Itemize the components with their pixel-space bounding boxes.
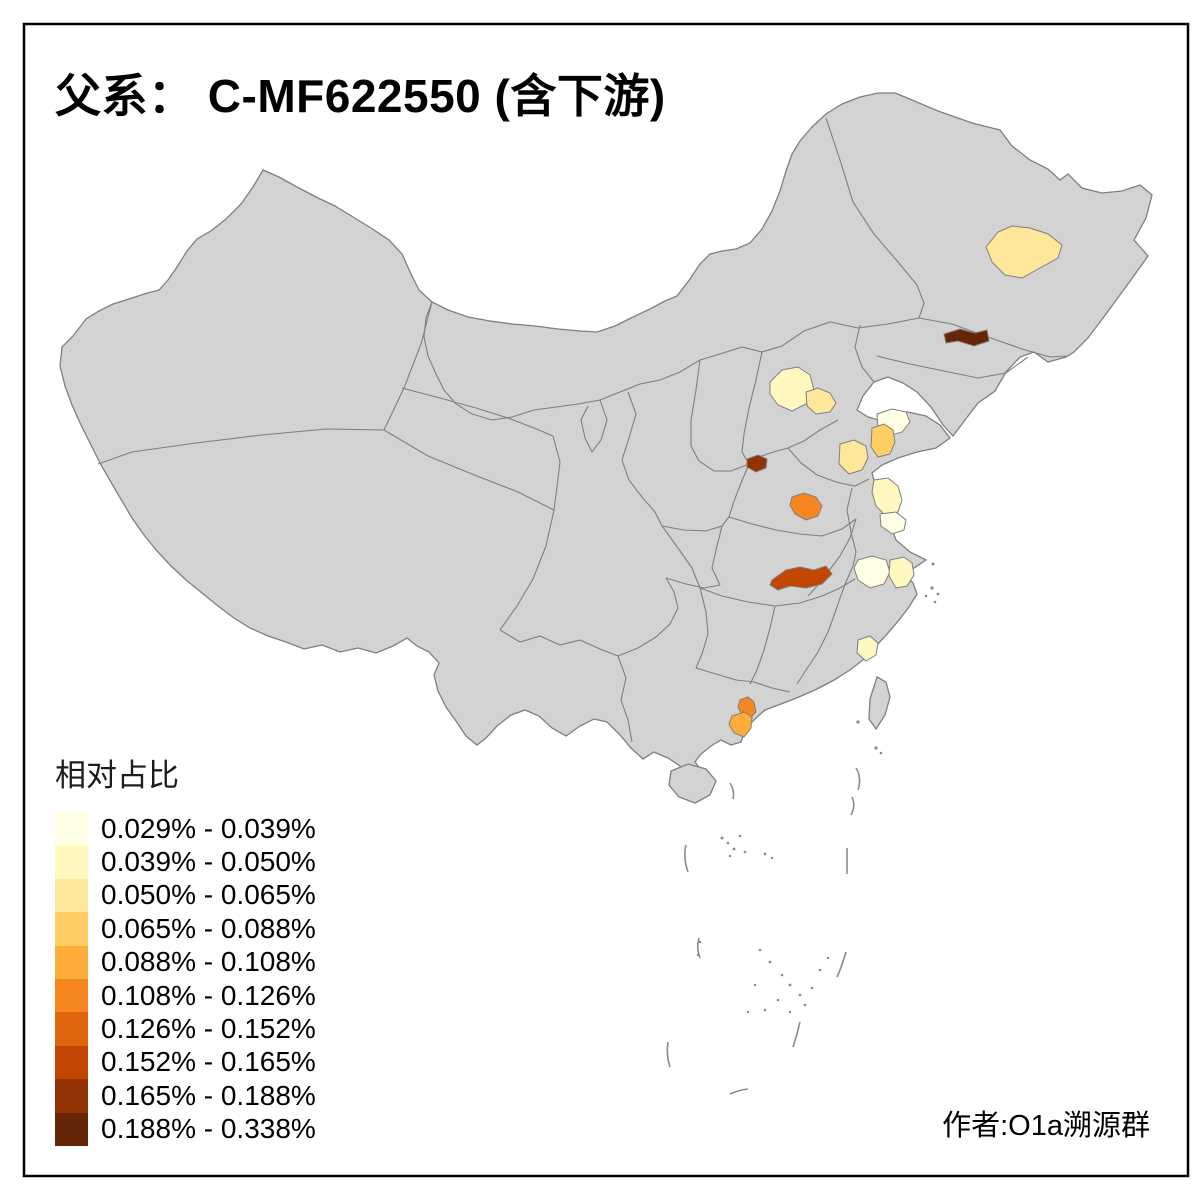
region-fujian-fuzhou [856, 635, 879, 662]
region-jiangsu-coastal [879, 511, 907, 535]
region-jiangsu-north [871, 477, 903, 517]
plot-frame [22, 22, 1190, 1178]
legend-label: 0.050% - 0.065% [101, 879, 316, 911]
legend-swatch [55, 978, 88, 1013]
region-hubei-central [769, 565, 833, 591]
region-jiangsu-south [853, 555, 891, 589]
china-landmass [59, 92, 1153, 784]
legend-swatch [55, 1045, 88, 1080]
legend-row: 0.065% - 0.088% [55, 912, 316, 946]
nine-dash-line [666, 767, 861, 1095]
legend-label: 0.188% - 0.338% [101, 1113, 316, 1145]
legend-label: 0.088% - 0.108% [101, 946, 316, 978]
legend-swatch [55, 1112, 88, 1146]
legend-swatch [55, 1079, 88, 1113]
island-taiwan [868, 676, 891, 731]
legend-label: 0.108% - 0.126% [101, 979, 316, 1011]
legend-swatch [55, 878, 88, 913]
legend: 相对占比 0.029% - 0.039% 0.039% - 0.050% 0.050… [55, 750, 316, 1146]
legend-row: 0.088% - 0.108% [55, 945, 316, 979]
legend-row: 0.165% - 0.188% [55, 1079, 316, 1113]
author-credit: 作者:O1a溯源群 [942, 1110, 1150, 1142]
legend-label: 0.165% - 0.188% [101, 1079, 316, 1111]
page-title: 父系： C-MF622550 (含下游) [55, 70, 666, 122]
legend-label: 0.152% - 0.165% [101, 1046, 316, 1078]
legend-rows: 0.029% - 0.039% 0.039% - 0.050% 0.050% - 0… [55, 812, 316, 1146]
region-zhejiang-north [888, 556, 915, 589]
legend-title: 相对占比 [55, 758, 179, 793]
legend-label: 0.029% - 0.039% [101, 812, 316, 844]
legend-label: 0.039% - 0.050% [101, 846, 316, 878]
legend-label: 0.126% - 0.152% [101, 1013, 316, 1045]
legend-swatch [55, 812, 88, 846]
legend-swatch [55, 912, 88, 946]
legend-row: 0.039% - 0.050% [55, 845, 316, 879]
region-tianjin-langfang [805, 387, 837, 415]
highlighted-prefectures [728, 225, 1063, 738]
legend-row: 0.188% - 0.338% [55, 1112, 316, 1146]
region-guangdong-jiangmen [728, 711, 753, 738]
legend-swatch [55, 1012, 88, 1046]
region-shandong-central [838, 439, 869, 475]
region-shandong-qingdao [870, 423, 896, 458]
province-borders [97, 117, 1067, 743]
legend-row: 0.108% - 0.126% [55, 978, 316, 1013]
region-henan-central [789, 492, 823, 521]
sea-islands [696, 562, 940, 1014]
legend-label: 0.065% - 0.088% [101, 912, 316, 944]
legend-swatch [55, 945, 88, 979]
region-heilongjiang-suihua [985, 225, 1063, 279]
island-hainan [668, 763, 717, 804]
legend-row: 0.050% - 0.065% [55, 878, 316, 913]
legend-row: 0.029% - 0.039% [55, 812, 316, 846]
legend-swatch [55, 845, 88, 879]
region-henan-west [746, 454, 768, 473]
region-jilin-central [943, 328, 990, 347]
legend-row: 0.126% - 0.152% [55, 1012, 316, 1046]
legend-row: 0.152% - 0.165% [55, 1045, 316, 1080]
